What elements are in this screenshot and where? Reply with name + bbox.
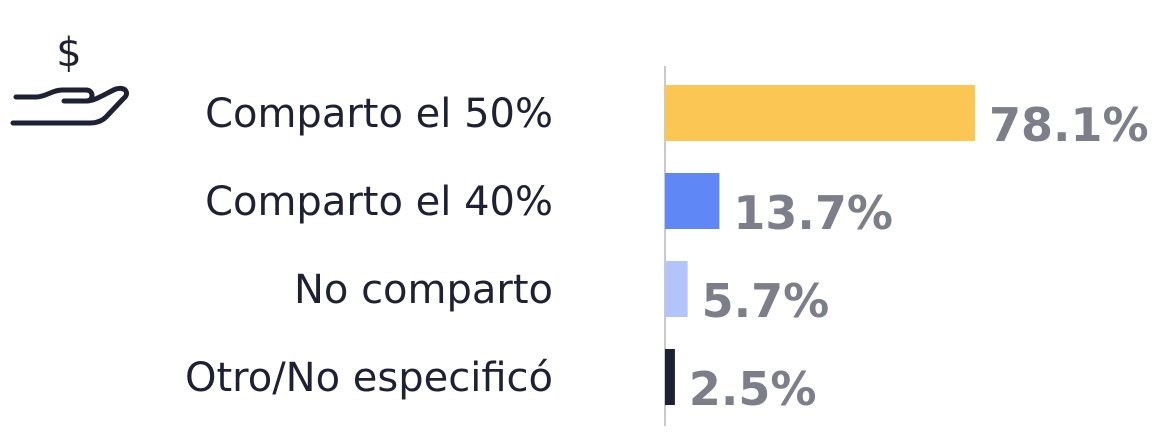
category-label-1: Comparto el 50% (205, 91, 553, 137)
value-label-4: 2.5% (689, 362, 817, 416)
value-label-1: 78.1% (989, 98, 1149, 152)
category-label-3: No comparto (294, 267, 553, 313)
bar-2 (665, 173, 720, 229)
value-label-2: 13.7% (733, 186, 893, 240)
svg-text:$: $ (56, 30, 81, 76)
hand-holding-dollar-icon: $ (10, 28, 132, 130)
value-labels: 78.1% 13.7% 5.7% 2.5% (689, 98, 1149, 416)
bars-group (665, 85, 975, 405)
bar-1 (665, 85, 975, 141)
bar-3 (665, 261, 688, 317)
category-label-4: Otro/No especificó (185, 355, 553, 401)
bar-4 (665, 349, 675, 405)
category-labels: Comparto el 50% Comparto el 40% No compart… (185, 91, 553, 401)
category-label-2: Comparto el 40% (205, 179, 553, 225)
value-label-3: 5.7% (702, 274, 830, 328)
